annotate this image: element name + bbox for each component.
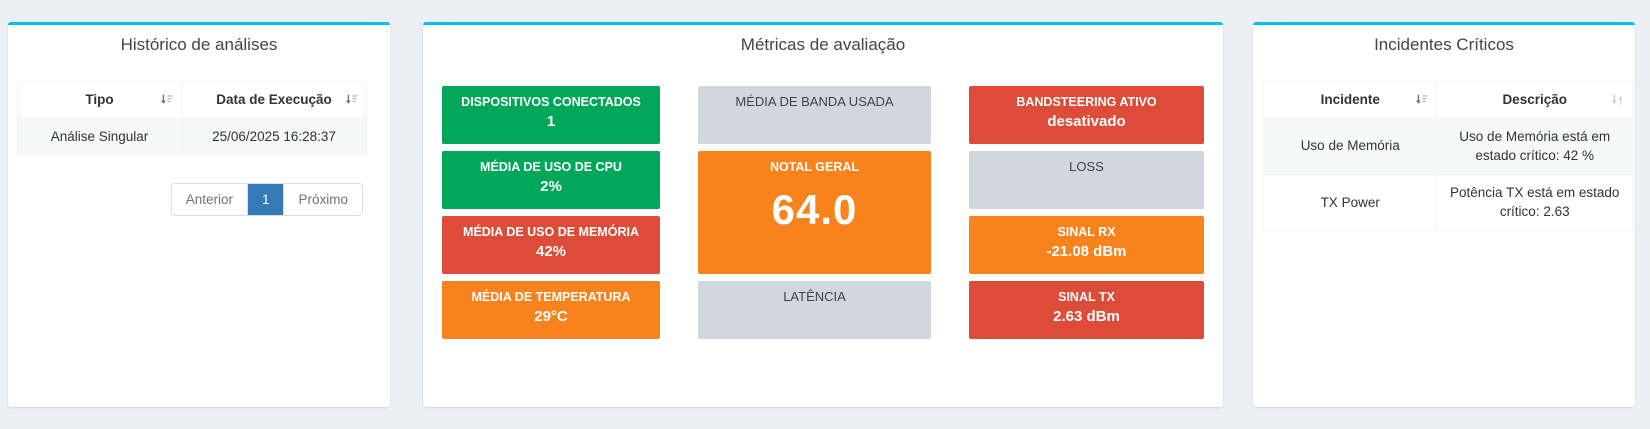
column-header-descricao[interactable]: Descrição — [1436, 81, 1633, 119]
metric-tile-nota-geral: NOTAL GERAL 64.0 — [698, 151, 931, 274]
table-cell: Uso de Memória — [1262, 117, 1438, 175]
metric-tile-loss: LOSS — [969, 151, 1204, 209]
table-cell: Uso de Memória está em estado crítico: 4… — [1436, 117, 1633, 175]
metric-tile-value: desativado — [1047, 113, 1126, 131]
table-row: TX Power Potência TX está em estado críti… — [1262, 173, 1633, 231]
pagination: Anterior 1 Próximo — [170, 183, 363, 216]
metrics-panel: Métricas de avaliação DISPOSITIVOS CONEC… — [423, 22, 1223, 407]
metrics-grid: DISPOSITIVOS CONECTADOS 1 MÉDIA DE USO DE … — [442, 86, 1204, 339]
incidents-table-header-row: Incidente Descrição — [1262, 81, 1633, 119]
metric-tile-label: SINAL RX — [1057, 225, 1116, 239]
metric-tile-label: LATÊNCIA — [783, 289, 846, 304]
table-cell: 25/06/2025 16:28:37 — [181, 117, 367, 156]
metric-tile-media-temperatura: MÉDIA DE TEMPERATURA 29°C — [442, 281, 660, 339]
table-row: Uso de Memória Uso de Memória está em est… — [1262, 117, 1633, 175]
table-cell: Análise Singular — [16, 117, 183, 156]
metric-tile-label: BANDSTEERING ATIVO — [1016, 95, 1157, 109]
metric-tile-latencia: LATÊNCIA — [698, 281, 931, 339]
metric-tile-media-banda-usada: MÉDIA DE BANDA USADA — [698, 86, 931, 144]
column-header-data-de-execucao[interactable]: Data de Execução — [181, 81, 367, 119]
metric-tile-label: LOSS — [1069, 159, 1104, 174]
metric-tile-value: 2.63 dBm — [1053, 308, 1120, 326]
column-header-label: Data de Execução — [216, 92, 332, 108]
history-panel: Histórico de análises Tipo Data de Execuç… — [8, 22, 390, 407]
pagination-next-button[interactable]: Próximo — [298, 192, 348, 207]
metric-tile-label: DISPOSITIVOS CONECTADOS — [461, 95, 641, 109]
column-header-incidente[interactable]: Incidente — [1262, 81, 1438, 119]
metric-tile-label: MÉDIA DE TEMPERATURA — [471, 290, 631, 304]
metric-tile-bandsteering-ativo: BANDSTEERING ATIVO desativado — [969, 86, 1204, 144]
sort-arrows-icon — [1611, 94, 1624, 106]
history-table: Tipo Data de Execução Análise Singular 25/… — [16, 81, 367, 156]
table-row: Análise Singular 25/06/2025 16:28:37 — [16, 117, 367, 156]
metric-tile-sinal-tx: SINAL TX 2.63 dBm — [969, 281, 1204, 339]
incidents-panel-title: Incidentes Críticos — [1374, 35, 1514, 54]
metric-tile-value: 2% — [540, 178, 562, 196]
sort-amount-down-icon — [160, 94, 173, 104]
incidents-table: Incidente Descrição Uso de Memória Uso de … — [1262, 81, 1633, 231]
metrics-panel-title: Métricas de avaliação — [740, 35, 906, 54]
metric-tile-label: SINAL TX — [1058, 290, 1115, 304]
sort-amount-down-icon — [1416, 94, 1428, 104]
metric-tile-sinal-rx: SINAL RX -21.08 dBm — [969, 216, 1204, 274]
metric-tile-label: MÉDIA DE USO DE MEMÓRIA — [463, 225, 639, 239]
history-table-header-row: Tipo Data de Execução — [16, 81, 367, 119]
column-header-label: Tipo — [85, 92, 114, 108]
table-cell: Potência TX está em estado crítico: 2.63 — [1436, 173, 1633, 231]
incidents-panel: Incidentes Críticos Incidente Descrição U… — [1253, 22, 1635, 407]
sort-amount-down-icon — [345, 94, 358, 104]
metric-tile-value: -21.08 dBm — [1046, 243, 1127, 261]
metric-tile-label: MÉDIA DE BANDA USADA — [735, 94, 894, 109]
metric-tile-value: 1 — [546, 113, 556, 131]
history-panel-title: Histórico de análises — [120, 35, 278, 54]
column-header-label: Incidente — [1320, 92, 1380, 108]
metric-tile-media-uso-memoria: MÉDIA DE USO DE MEMÓRIA 42% — [442, 216, 660, 274]
metric-tile-value: 29°C — [534, 308, 568, 326]
pagination-page-1-button[interactable]: 1 — [247, 184, 285, 215]
metric-tile-label: NOTAL GERAL — [769, 160, 860, 174]
metric-tile-value: 42% — [535, 243, 567, 261]
pagination-previous-button[interactable]: Anterior — [172, 184, 248, 215]
column-header-label: Descrição — [1502, 92, 1567, 108]
metric-tile-dispositivos-conectados: DISPOSITIVOS CONECTADOS 1 — [442, 86, 660, 144]
metric-tile-label: MÉDIA DE USO DE CPU — [480, 160, 622, 174]
column-header-tipo[interactable]: Tipo — [16, 81, 183, 119]
table-cell: TX Power — [1262, 173, 1438, 231]
metric-tile-media-uso-cpu: MÉDIA DE USO DE CPU 2% — [442, 151, 660, 209]
metric-tile-value: 64.0 — [771, 186, 858, 234]
